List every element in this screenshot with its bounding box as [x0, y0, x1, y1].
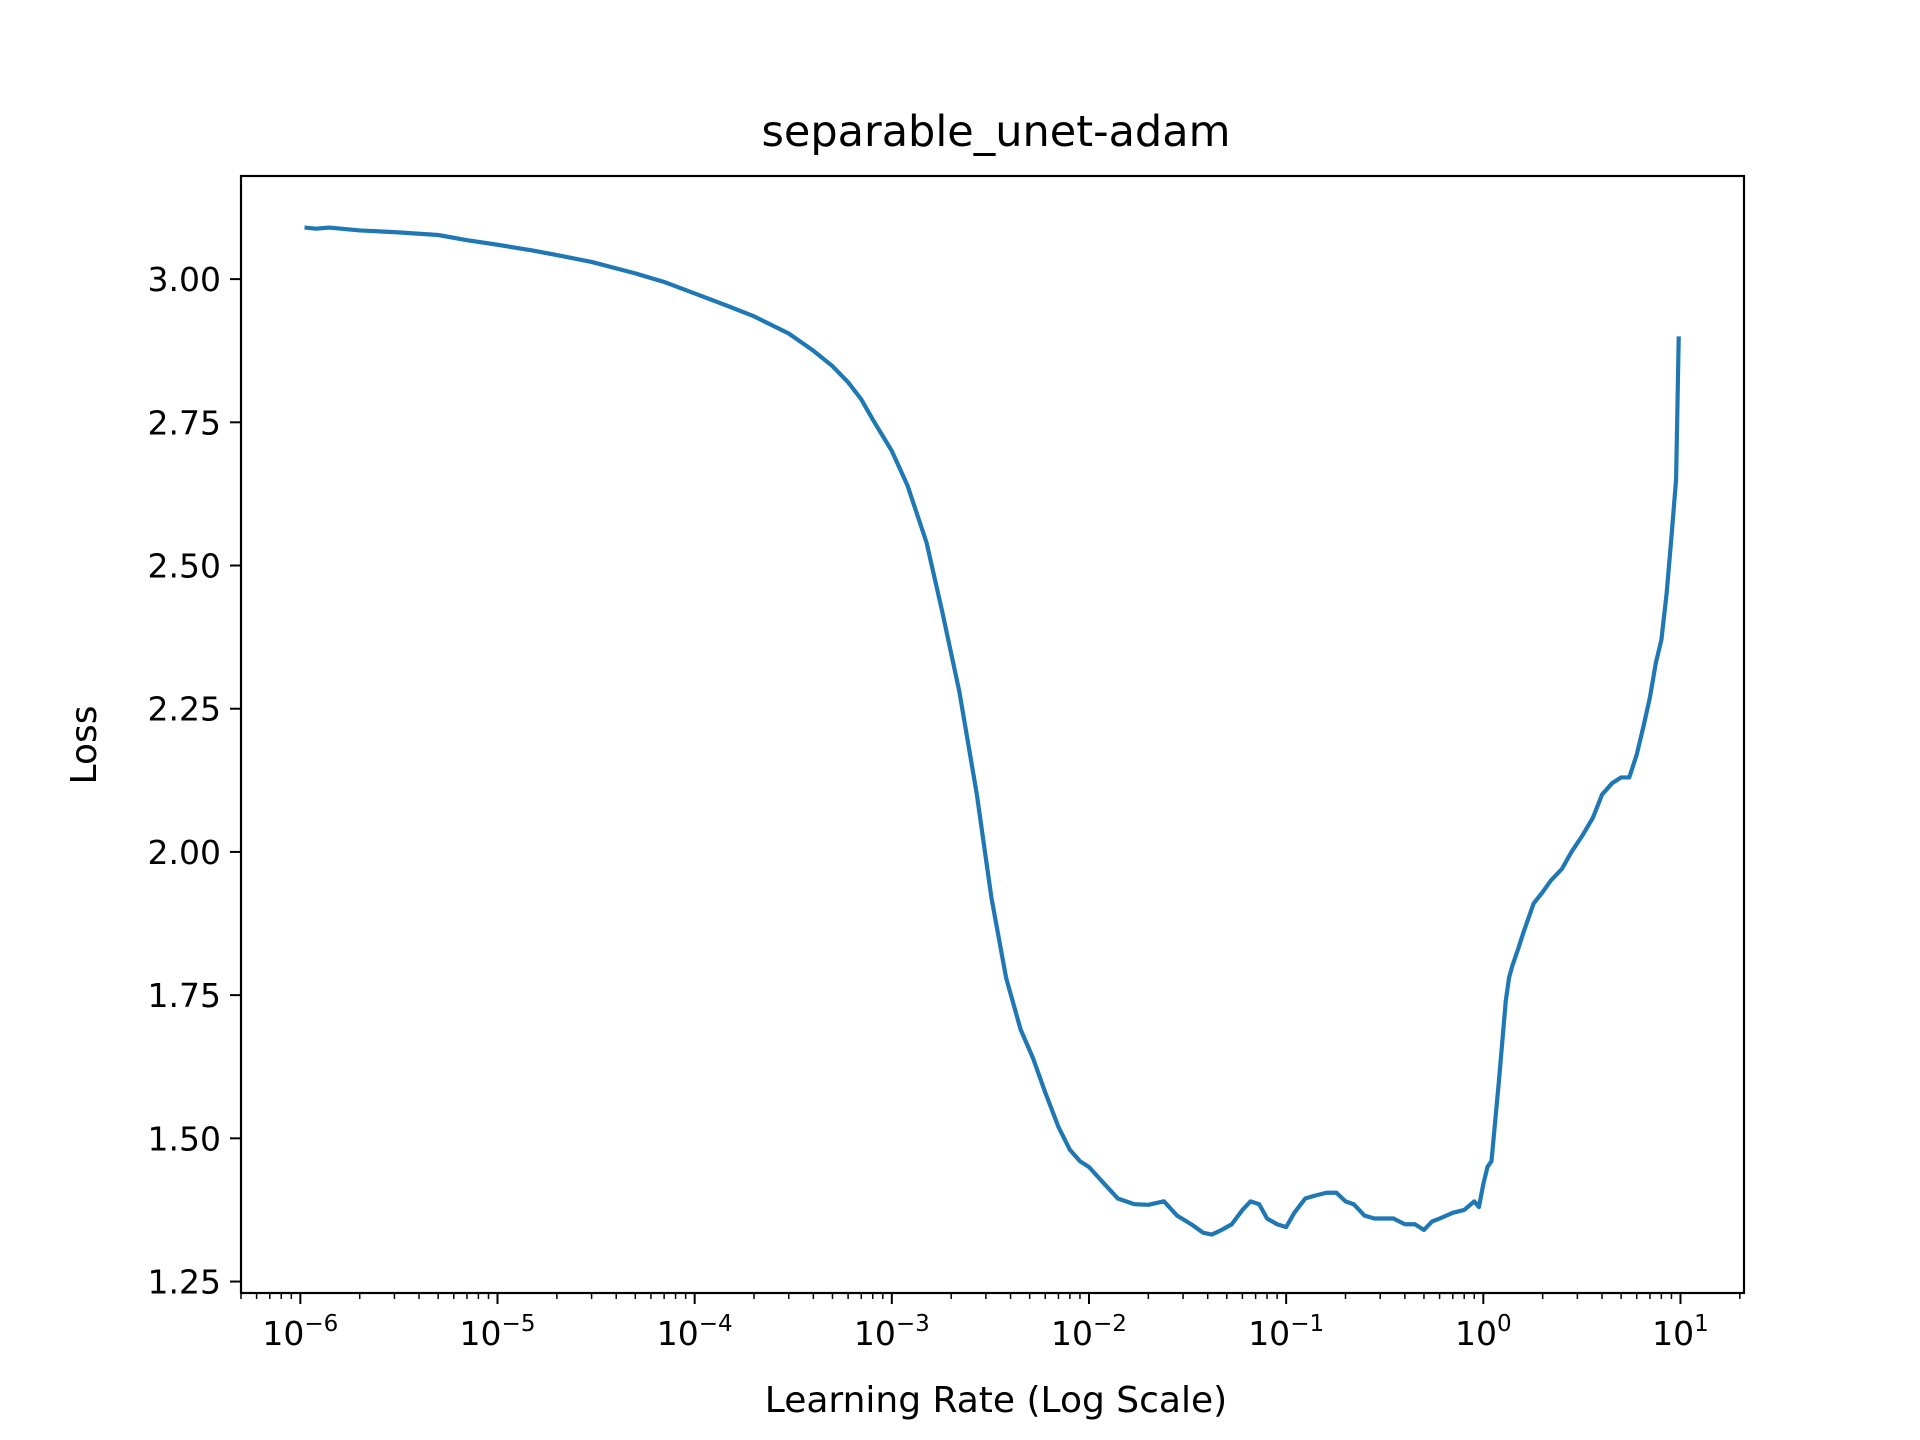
x-tick-label: 10−4	[657, 1311, 733, 1353]
y-tick-label: 1.25	[148, 1263, 221, 1302]
x-tick-label: 10−3	[854, 1311, 930, 1353]
y-axis-label: Loss	[64, 706, 105, 785]
y-tick-label: 2.50	[148, 547, 221, 586]
series-line	[304, 225, 1681, 1237]
chart-title: separable_unet-adam	[762, 107, 1231, 157]
y-axis: 1.25 1.50 1.75 2.00 2.25 2.50 2.75 3.00	[148, 260, 241, 1302]
x-tick-label: 101	[1652, 1311, 1709, 1353]
x-tick-label: 10−2	[1051, 1311, 1127, 1353]
x-axis: 10−6 10−5 10−4 10−3 10−2 10−1 100 101	[240, 1293, 1741, 1353]
x-axis-label: Learning Rate (Log Scale)	[765, 1380, 1227, 1421]
y-tick-label: 2.25	[148, 690, 221, 729]
y-tick-label: 2.75	[148, 403, 221, 442]
x-tick-label: 100	[1455, 1311, 1512, 1353]
x-tick-label: 10−5	[460, 1311, 536, 1353]
plot-frame	[239, 174, 1746, 1295]
y-tick-label: 2.00	[148, 833, 221, 872]
x-tick-label: 10−6	[262, 1311, 338, 1353]
y-tick-label: 1.50	[148, 1119, 221, 1158]
y-tick-label: 1.75	[148, 976, 221, 1015]
y-tick-label: 3.00	[148, 260, 221, 299]
x-tick-label: 10−1	[1248, 1311, 1324, 1353]
